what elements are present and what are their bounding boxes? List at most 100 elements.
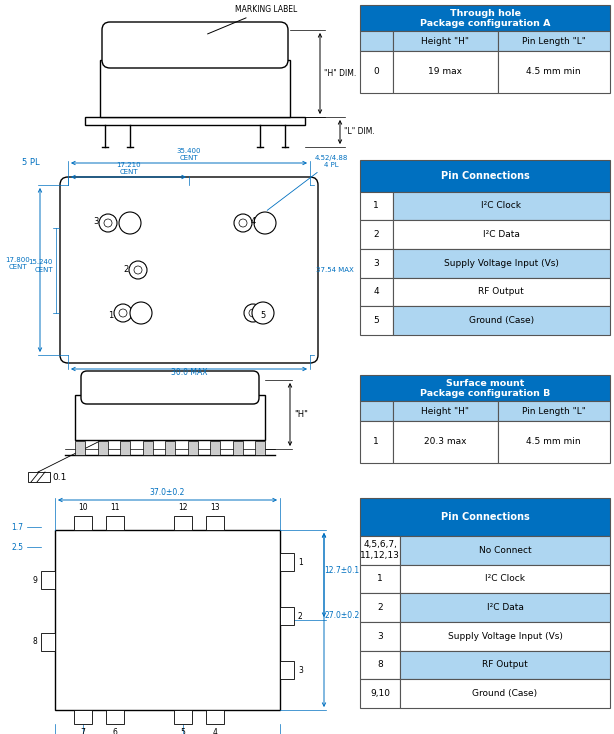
Bar xyxy=(400,536,610,564)
Bar xyxy=(360,375,610,401)
Text: Surface mount
Package configuration B: Surface mount Package configuration B xyxy=(420,379,550,398)
Bar xyxy=(360,32,392,51)
Bar xyxy=(106,710,124,724)
Text: Through hole
Package configuration A: Through hole Package configuration A xyxy=(420,9,550,28)
Bar xyxy=(280,661,294,680)
Bar xyxy=(100,60,290,117)
Bar xyxy=(360,536,400,564)
Text: 1: 1 xyxy=(373,201,379,211)
Text: 15.240: 15.240 xyxy=(29,259,53,265)
Bar xyxy=(360,622,400,650)
Text: 9: 9 xyxy=(32,576,37,585)
Text: 37.54 MAX: 37.54 MAX xyxy=(316,267,354,273)
Text: 4: 4 xyxy=(373,288,379,297)
Bar xyxy=(142,441,152,455)
Bar xyxy=(233,441,243,455)
Text: Pin Length "L": Pin Length "L" xyxy=(522,407,586,415)
Bar xyxy=(74,516,92,530)
Text: 20.3 max: 20.3 max xyxy=(424,437,466,446)
Text: MARKING LABEL: MARKING LABEL xyxy=(208,5,297,34)
Bar xyxy=(210,441,220,455)
Text: I²C Clock: I²C Clock xyxy=(481,201,521,211)
Text: 2: 2 xyxy=(373,230,379,239)
Text: No Connect: No Connect xyxy=(479,545,531,555)
Bar xyxy=(497,401,610,421)
Text: 1: 1 xyxy=(109,310,114,319)
Text: 3: 3 xyxy=(298,666,303,675)
Circle shape xyxy=(104,219,112,227)
Text: 9,10: 9,10 xyxy=(370,689,390,698)
Text: 11: 11 xyxy=(111,503,120,512)
Bar xyxy=(360,277,392,306)
Bar xyxy=(255,441,265,455)
Text: 17.210
CENT: 17.210 CENT xyxy=(116,162,141,175)
Circle shape xyxy=(114,304,132,322)
Text: Height "H": Height "H" xyxy=(421,37,469,46)
Text: Pin Connections: Pin Connections xyxy=(441,512,529,522)
Circle shape xyxy=(239,219,247,227)
Bar xyxy=(360,650,400,679)
Text: 37.0±0.2: 37.0±0.2 xyxy=(150,488,185,497)
Text: Pin Connections: Pin Connections xyxy=(441,171,529,181)
Bar xyxy=(392,220,610,249)
Text: 10: 10 xyxy=(78,503,88,512)
Bar xyxy=(165,441,175,455)
Bar xyxy=(98,441,107,455)
Circle shape xyxy=(134,266,142,274)
Text: CENT: CENT xyxy=(34,267,53,273)
FancyBboxPatch shape xyxy=(60,177,318,363)
Text: 4.5 mm min: 4.5 mm min xyxy=(526,437,581,446)
Bar xyxy=(280,553,294,571)
Bar xyxy=(74,710,92,724)
Text: 6: 6 xyxy=(112,728,117,734)
Text: 4.52/4.88
4 PL: 4.52/4.88 4 PL xyxy=(267,155,348,211)
Bar xyxy=(400,593,610,622)
Bar xyxy=(360,421,392,463)
Text: 19 max: 19 max xyxy=(428,68,462,76)
Bar xyxy=(400,564,610,593)
Text: 8: 8 xyxy=(377,661,383,669)
Text: Ground (Case): Ground (Case) xyxy=(468,316,534,325)
Bar xyxy=(392,277,610,306)
Text: I²C Clock: I²C Clock xyxy=(485,574,525,584)
Bar xyxy=(41,633,55,650)
Circle shape xyxy=(119,212,141,234)
Bar xyxy=(360,51,392,93)
Text: "L" DIM.: "L" DIM. xyxy=(344,128,375,137)
Bar xyxy=(392,306,610,335)
Bar xyxy=(174,710,192,724)
Circle shape xyxy=(99,214,117,232)
Text: 0: 0 xyxy=(373,68,379,76)
Text: 4.5 mm min: 4.5 mm min xyxy=(526,68,581,76)
Bar xyxy=(360,160,610,192)
Text: RF Output: RF Output xyxy=(482,661,528,669)
Text: 12.7±0.1: 12.7±0.1 xyxy=(324,566,360,575)
Bar xyxy=(360,249,392,277)
Text: 2.5: 2.5 xyxy=(11,542,23,551)
Bar xyxy=(392,249,610,277)
Text: I²C Data: I²C Data xyxy=(486,603,524,612)
Text: Supply Voltage Input (Vs): Supply Voltage Input (Vs) xyxy=(444,259,559,268)
Text: I²C Data: I²C Data xyxy=(483,230,519,239)
Circle shape xyxy=(252,302,274,324)
FancyBboxPatch shape xyxy=(102,22,288,68)
Text: 1: 1 xyxy=(377,574,383,584)
Text: 5: 5 xyxy=(373,316,379,325)
Bar xyxy=(187,441,198,455)
Bar xyxy=(360,564,400,593)
Bar xyxy=(497,421,610,463)
Bar xyxy=(360,401,392,421)
Circle shape xyxy=(130,302,152,324)
Text: 4: 4 xyxy=(251,217,255,225)
Text: 17.800
CENT: 17.800 CENT xyxy=(6,257,30,270)
Text: 1: 1 xyxy=(373,437,379,446)
Bar xyxy=(106,516,124,530)
Bar xyxy=(360,220,392,249)
Text: 4,5,6,7,
11,12,13: 4,5,6,7, 11,12,13 xyxy=(360,540,400,560)
Text: 1: 1 xyxy=(298,558,303,567)
Text: "H": "H" xyxy=(294,410,308,419)
Text: RF Output: RF Output xyxy=(478,288,524,297)
Bar xyxy=(360,498,610,536)
Bar xyxy=(400,679,610,708)
Bar xyxy=(28,472,50,482)
